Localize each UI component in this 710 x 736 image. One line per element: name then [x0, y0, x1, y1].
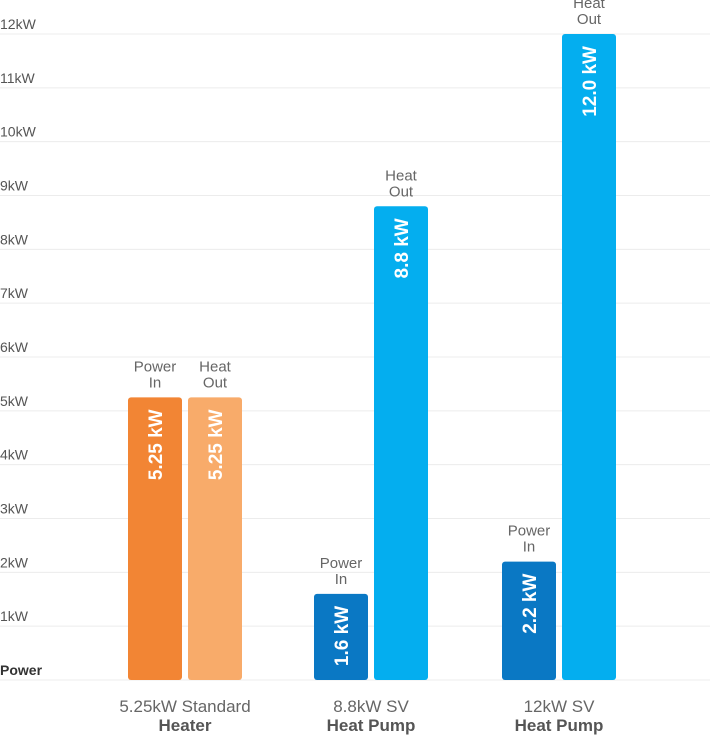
bar-top-label-line: In [523, 539, 536, 556]
y-tick-label: 6kW [0, 339, 29, 355]
bar-top-label-line: In [149, 374, 162, 391]
bar-value-label: 2.2 kW [520, 574, 541, 634]
bar-top-label-line: Heat [199, 358, 232, 375]
category-label-line1: 12kW SV [524, 697, 596, 716]
bar-top-label-line: Heat [385, 167, 418, 184]
y-tick-label: 5kW [0, 393, 29, 409]
bar-top-label: Heat Out [385, 167, 418, 200]
bar-top-label: Power In [320, 555, 363, 588]
bar-top-label: Power In [508, 523, 551, 556]
bar-value-label: 5.25 kW [206, 409, 227, 480]
bar-value-label: 5.25 kW [146, 409, 167, 480]
bar-2-1 [562, 34, 616, 680]
bar-0-0 [128, 397, 182, 680]
bar-0-1 [188, 397, 242, 680]
y-tick-label: 11kW [0, 70, 36, 86]
category-label-line2: Heat Pump [515, 716, 604, 735]
bar-value-label: 1.6 kW [332, 606, 353, 666]
bar-top-label-line: In [335, 571, 348, 588]
y-tick-label: Power [0, 662, 43, 678]
y-tick-label: 10kW [0, 124, 37, 140]
bar-top-label: Heat Out [199, 358, 232, 391]
y-tick-label: 2kW [0, 554, 29, 570]
y-tick-label: 4kW [0, 447, 29, 463]
bar-top-label: Power In [134, 358, 177, 391]
category-label-line1: 8.8kW SV [333, 697, 409, 716]
bar-top-label: Heat Out [573, 0, 606, 28]
y-tick-label: 7kW [0, 285, 29, 301]
bar-top-label-line: Out [203, 374, 228, 391]
bar-1-1 [374, 206, 428, 680]
bar-value-label: 12.0 kW [580, 46, 601, 117]
bar-top-label-line: Power [508, 523, 551, 540]
bar-top-label-line: Power [134, 358, 177, 375]
category-label-line1: 5.25kW Standard [119, 697, 250, 716]
bar-top-label-line: Out [389, 183, 414, 200]
y-tick-label: 9kW [0, 178, 29, 194]
bar-top-label-line: Power [320, 555, 363, 572]
y-tick-label: 8kW [0, 231, 29, 247]
y-axis-ticks: Power 1kW 2kW 3kW 4kW 5kW 6kW 7kW 8kW 9kW 10kW 11kW… [0, 16, 43, 678]
category-label-line2: Heater [159, 716, 212, 735]
bar-top-label-line: Out [577, 11, 602, 28]
y-tick-label: 1kW [0, 608, 29, 624]
bar-1-0 [314, 593, 368, 680]
bar-value-label: 8.8 kW [392, 218, 413, 278]
category-label-line2: Heat Pump [327, 716, 416, 735]
bar-2-0 [502, 561, 556, 680]
y-tick-label: 12kW [0, 16, 37, 32]
y-tick-label: 3kW [0, 501, 29, 517]
bar-top-label-line: Heat [573, 0, 606, 12]
